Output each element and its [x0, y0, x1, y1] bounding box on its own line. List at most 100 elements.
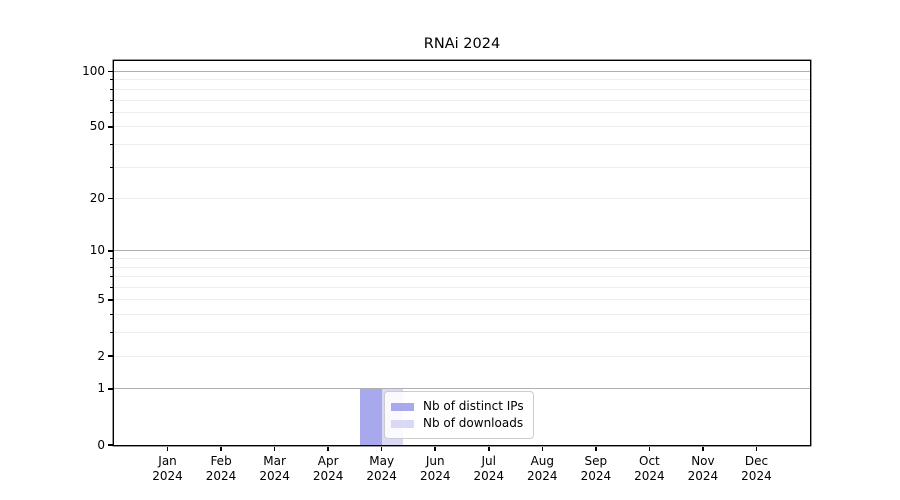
- y-tick-label: 10: [89, 243, 105, 258]
- x-tick-mark: [327, 446, 329, 451]
- legend-item-distinct-ips: Nb of distinct IPs: [391, 398, 524, 415]
- gridline-minor: [114, 355, 810, 357]
- y-tick-label: 1: [97, 381, 105, 396]
- x-tick-year: 2024: [259, 469, 290, 483]
- bars-layer: [114, 61, 810, 445]
- gridline-major: [114, 388, 810, 390]
- x-tick-label: Sep 2024: [556, 454, 636, 484]
- y-minor-tick-mark: [110, 99, 113, 101]
- gridline-minor: [114, 258, 810, 260]
- gridline-minor: [114, 166, 810, 168]
- chart-title: RNAi 2024: [423, 36, 501, 52]
- gridlines-layer: [114, 61, 810, 445]
- y-tick-mark: [107, 388, 113, 390]
- x-tick-month: Nov: [691, 454, 715, 468]
- legend: Nb of distinct IPs Nb of downloads: [384, 391, 534, 439]
- y-tick-mark: [107, 299, 113, 301]
- gridline-minor: [114, 332, 810, 334]
- x-tick-month: Mar: [263, 454, 286, 468]
- gridline-minor: [114, 88, 810, 90]
- y-tick-label: 20: [89, 191, 105, 206]
- x-tick-month: Aug: [530, 454, 555, 468]
- gridline-major: [114, 71, 810, 72]
- x-tick-mark: [755, 446, 758, 451]
- legend-item-downloads: Nb of downloads: [391, 415, 524, 432]
- gridline-major: [114, 250, 810, 252]
- x-tick-year: 2024: [687, 469, 719, 483]
- x-tick-month: Jul: [481, 454, 496, 468]
- x-tick-year: 2024: [205, 469, 237, 483]
- y-minor-tick-mark: [110, 266, 113, 268]
- y-tick-mark: [107, 126, 113, 128]
- gridline-minor: [114, 299, 810, 301]
- x-tick-month: May: [369, 454, 395, 468]
- x-tick-year: 2024: [741, 469, 772, 483]
- x-tick-label: Dec 2024: [716, 454, 796, 484]
- x-tick-mark: [380, 446, 383, 451]
- x-tick-month: Oct: [639, 454, 660, 468]
- x-tick-label: Jul 2024: [449, 454, 529, 484]
- x-tick-mark: [166, 446, 169, 451]
- gridline-minor: [114, 79, 810, 81]
- y-tick-mark: [107, 250, 113, 252]
- gridline-minor: [114, 126, 810, 128]
- x-tick-month: Sep: [584, 454, 608, 468]
- x-tick-label: May 2024: [342, 454, 422, 484]
- x-tick-mark: [488, 446, 490, 451]
- x-tick-mark: [434, 446, 436, 451]
- y-tick-mark: [107, 355, 113, 357]
- y-tick-mark: [107, 197, 113, 200]
- y-minor-tick-mark: [110, 314, 113, 316]
- y-minor-tick-mark: [110, 258, 113, 260]
- y-tick-label: 100: [82, 64, 105, 78]
- x-tick-label: Mar 2024: [235, 454, 315, 484]
- x-tick-year: 2024: [152, 469, 183, 483]
- gridline-minor: [114, 314, 810, 316]
- x-tick-year: 2024: [366, 469, 397, 483]
- y-tick-label: 0: [97, 437, 105, 452]
- x-tick-label: Jan 2024: [128, 454, 208, 484]
- x-tick-label: Aug 2024: [502, 454, 582, 484]
- legend-label-distinct-ips: Nb of distinct IPs: [423, 399, 524, 413]
- x-tick-label: Apr 2024: [288, 454, 368, 484]
- y-tick-mark: [107, 70, 113, 73]
- x-tick-label: Jun 2024: [395, 454, 475, 484]
- x-tick-mark: [273, 446, 276, 451]
- x-tick-month: Dec: [744, 454, 769, 468]
- x-tick-year: 2024: [580, 469, 612, 483]
- y-minor-tick-mark: [110, 143, 113, 145]
- x-tick-mark: [595, 446, 597, 451]
- gridline-minor: [114, 276, 810, 278]
- y-minor-tick-mark: [110, 88, 113, 90]
- y-minor-tick-mark: [110, 332, 113, 334]
- x-tick-year: 2024: [473, 469, 505, 483]
- legend-swatch-distinct-ips-icon: [391, 402, 414, 411]
- x-tick-year: 2024: [312, 469, 344, 483]
- x-tick-mark: [541, 446, 544, 451]
- x-tick-month: Jun: [425, 454, 445, 468]
- y-minor-tick-mark: [110, 166, 113, 168]
- x-tick-label: Feb 2024: [181, 454, 261, 484]
- x-tick-month: Feb: [210, 454, 232, 468]
- x-tick-label: Nov 2024: [663, 454, 743, 484]
- x-tick-year: 2024: [527, 469, 558, 483]
- x-tick-mark: [702, 446, 704, 451]
- legend-swatch-downloads-icon: [391, 419, 414, 428]
- bar-may-distinct-ips: [360, 388, 382, 445]
- y-tick-mark: [107, 444, 113, 446]
- gridline-minor: [114, 143, 810, 145]
- gridline-minor: [114, 287, 810, 289]
- plot-area: Nb of distinct IPs Nb of downloads: [114, 61, 810, 445]
- y-tick-label: 5: [97, 292, 105, 307]
- y-minor-tick-mark: [110, 287, 113, 289]
- x-tick-label: Oct 2024: [609, 454, 689, 484]
- x-tick-year: 2024: [419, 469, 451, 483]
- y-tick-label: 50: [89, 119, 105, 134]
- y-minor-tick-mark: [110, 276, 113, 278]
- gridline-minor: [114, 198, 810, 200]
- y-minor-tick-mark: [110, 111, 113, 113]
- x-tick-month: Jan: [158, 454, 177, 468]
- y-minor-tick-mark: [110, 79, 113, 81]
- legend-label-downloads: Nb of downloads: [423, 416, 524, 430]
